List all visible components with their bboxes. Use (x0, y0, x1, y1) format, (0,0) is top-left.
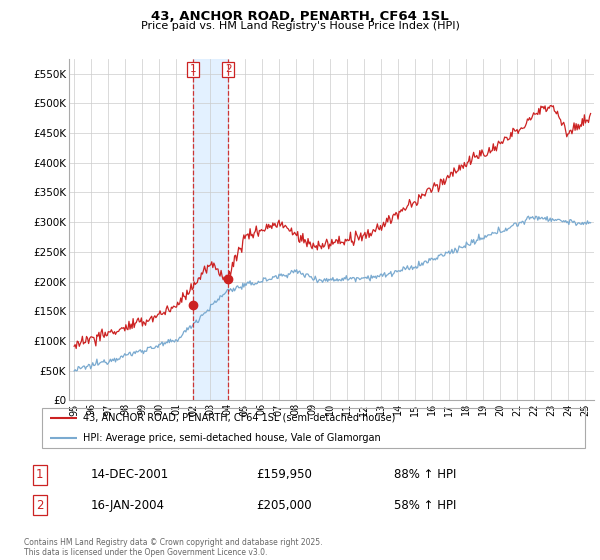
Text: 2: 2 (225, 64, 232, 74)
Text: Price paid vs. HM Land Registry's House Price Index (HPI): Price paid vs. HM Land Registry's House … (140, 21, 460, 31)
Text: £159,950: £159,950 (256, 468, 312, 481)
Text: £205,000: £205,000 (256, 498, 311, 511)
Text: 58% ↑ HPI: 58% ↑ HPI (394, 498, 456, 511)
Text: 1: 1 (36, 468, 44, 481)
Text: 2: 2 (36, 498, 44, 511)
Text: 43, ANCHOR ROAD, PENARTH, CF64 1SL (semi-detached house): 43, ANCHOR ROAD, PENARTH, CF64 1SL (semi… (83, 413, 395, 423)
Text: Contains HM Land Registry data © Crown copyright and database right 2025.
This d: Contains HM Land Registry data © Crown c… (24, 538, 323, 557)
Text: 14-DEC-2001: 14-DEC-2001 (90, 468, 169, 481)
Text: 1: 1 (190, 64, 196, 74)
Bar (193, 59, 228, 400)
Text: 88% ↑ HPI: 88% ↑ HPI (394, 468, 456, 481)
Text: HPI: Average price, semi-detached house, Vale of Glamorgan: HPI: Average price, semi-detached house,… (83, 433, 380, 443)
Text: 16-JAN-2004: 16-JAN-2004 (90, 498, 164, 511)
Text: 43, ANCHOR ROAD, PENARTH, CF64 1SL: 43, ANCHOR ROAD, PENARTH, CF64 1SL (151, 10, 449, 22)
